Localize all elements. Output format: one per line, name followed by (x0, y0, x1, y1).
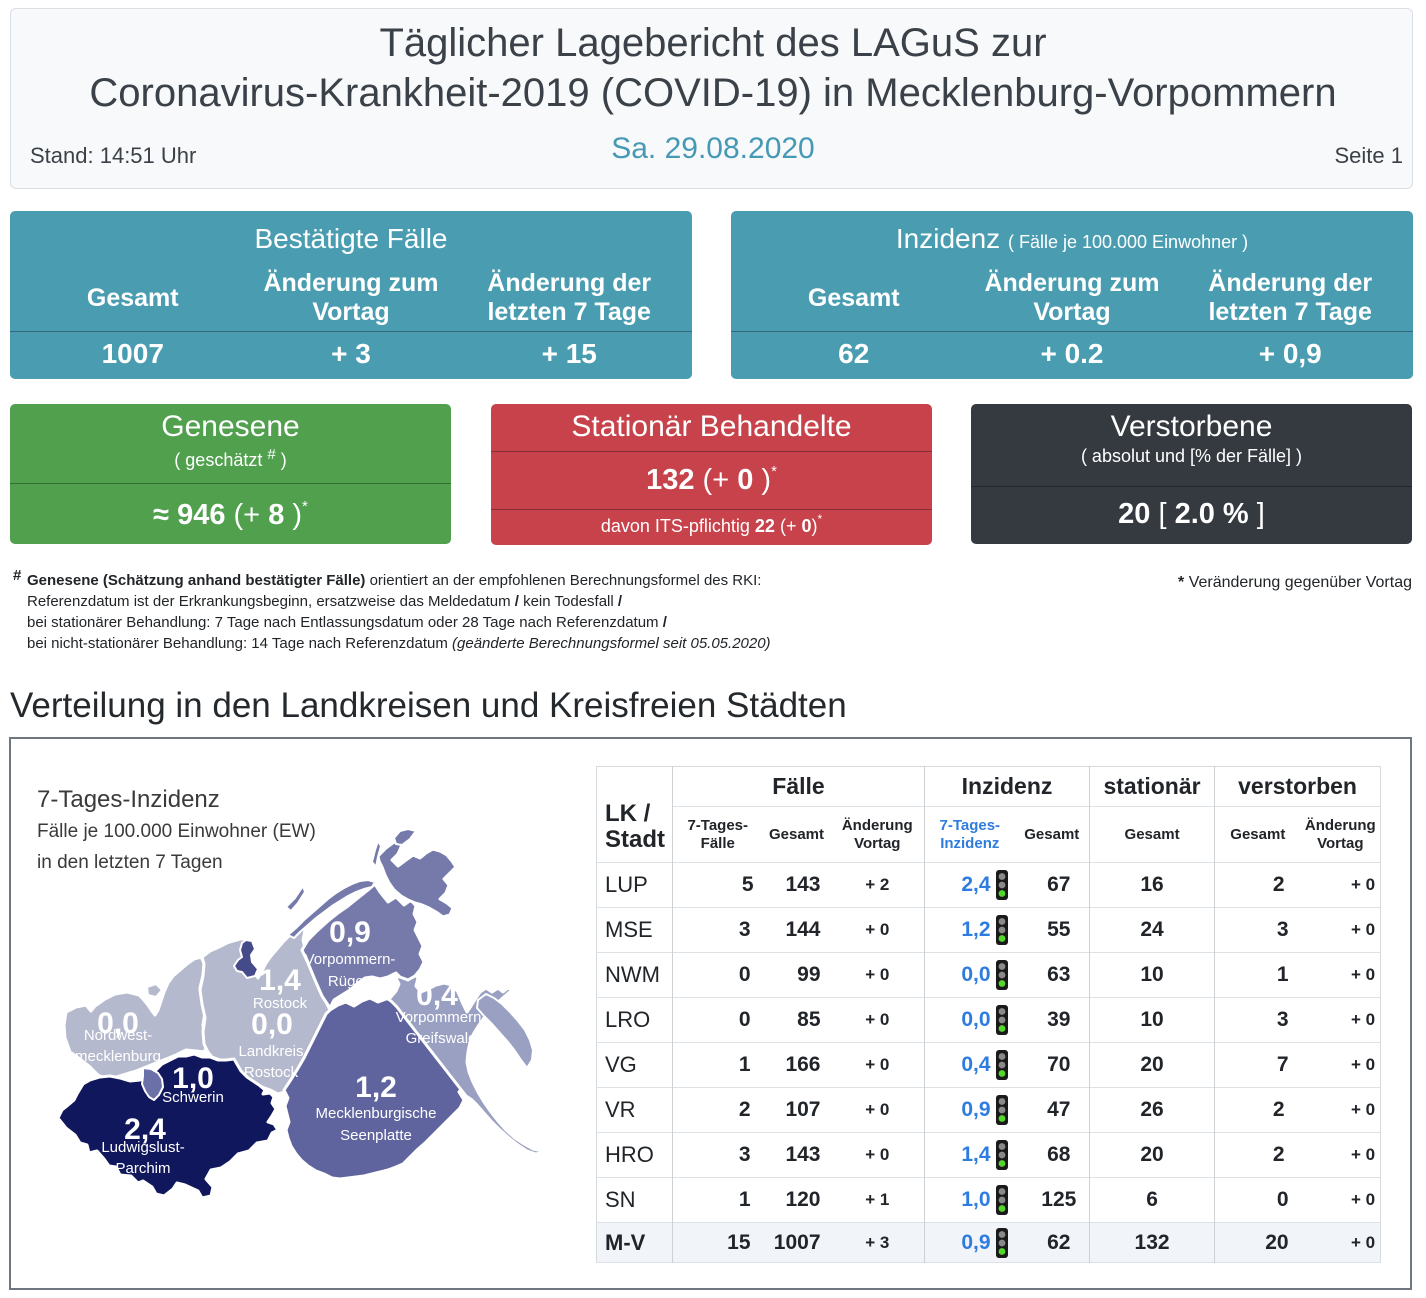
svg-text:2,4: 2,4 (124, 1113, 166, 1146)
svg-text:Ludwigslust-: Ludwigslust- (101, 1139, 184, 1156)
svg-text:0,0: 0,0 (97, 1007, 139, 1040)
svg-text:Seenplatte: Seenplatte (340, 1127, 412, 1144)
svg-text:Parchim: Parchim (115, 1160, 170, 1177)
svg-text:1,0: 1,0 (172, 1062, 214, 1095)
svg-text:0,9: 0,9 (329, 916, 371, 949)
svg-text:Vorpommern-: Vorpommern- (305, 951, 396, 968)
svg-text:Rügen: Rügen (328, 973, 372, 990)
svg-text:Greifswald: Greifswald (406, 1030, 477, 1047)
svg-text:Rostock: Rostock (253, 995, 308, 1012)
svg-text:Mecklenburgische: Mecklenburgische (316, 1105, 437, 1122)
svg-text:mecklenburg: mecklenburg (75, 1048, 161, 1065)
svg-text:0,4: 0,4 (416, 979, 458, 1012)
svg-text:1,2: 1,2 (355, 1071, 397, 1104)
svg-text:1,4: 1,4 (259, 964, 301, 997)
svg-text:Rostock: Rostock (244, 1064, 299, 1081)
svg-text:Nordwest-: Nordwest- (84, 1027, 152, 1044)
svg-text:Schwerin: Schwerin (162, 1089, 224, 1106)
svg-text:0,0: 0,0 (251, 1008, 293, 1041)
svg-text:Landkreis: Landkreis (238, 1043, 303, 1060)
svg-text:Vorpommern-: Vorpommern- (396, 1009, 487, 1026)
